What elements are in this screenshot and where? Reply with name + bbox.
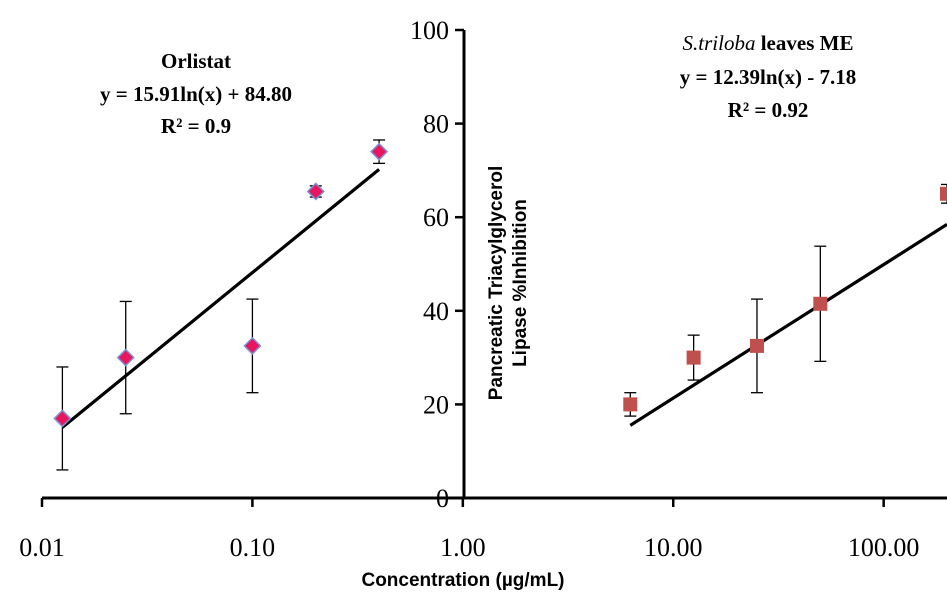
y-axis-title: Pancreatic Triacylglycerol Lipase %Inhib… — [486, 166, 531, 400]
data-point — [370, 142, 389, 161]
x-tick-label: 0.10 — [230, 533, 276, 562]
y-tick-label: 100 — [410, 16, 449, 45]
y-axis-title-line1: Pancreatic Triacylglycerol — [486, 166, 507, 400]
x-tick-label: 10.00 — [644, 533, 703, 562]
trendline — [629, 223, 947, 427]
x-tick-marks — [40, 498, 885, 507]
series-layer — [53, 139, 947, 471]
axes: 0.01 0.10 1.00 10.00 100.00 0 20 40 60 80 100 — [19, 16, 947, 562]
x-axis-title: Concentration (µg/mL) — [361, 570, 564, 591]
data-point — [623, 397, 638, 412]
data-point — [116, 348, 135, 367]
orlistat-series — [53, 139, 389, 471]
x-tick-label: 1.00 — [440, 533, 486, 562]
data-point — [306, 182, 325, 201]
y-tick-label: 20 — [423, 390, 449, 419]
y-tick-marks — [455, 28, 464, 500]
y-tick-label: 60 — [423, 203, 449, 232]
striloba-annotation-title: S.triloba leaves ME — [683, 31, 854, 55]
y-tick-labels: 0 20 40 60 80 100 — [410, 16, 449, 513]
x-tick-label: 0.01 — [19, 533, 65, 562]
x-tick-labels: 0.01 0.10 1.00 10.00 100.00 — [19, 533, 919, 562]
orlistat-annotation-equation: y = 15.91ln(x) + 84.80 — [100, 82, 292, 106]
orlistat-annotation-title: Orlistat — [161, 49, 231, 73]
striloba-annotation-equation: y = 12.39ln(x) - 7.18 — [680, 65, 856, 89]
orlistat-annotation-r2: R² = 0.9 — [161, 114, 231, 138]
y-tick-label: 40 — [423, 297, 449, 326]
trendline — [61, 168, 381, 429]
data-point — [686, 350, 701, 365]
y-tick-label: 80 — [423, 110, 449, 139]
data-point — [813, 296, 828, 311]
data-point — [940, 186, 947, 201]
striloba-series — [623, 183, 947, 427]
striloba-annotation-title-italic: S.triloba — [683, 31, 756, 55]
striloba-annotation: S.triloba leaves ME y = 12.39ln(x) - 7.1… — [680, 31, 856, 122]
data-point — [53, 409, 72, 428]
y-tick-label: 0 — [436, 484, 449, 513]
data-point — [749, 338, 764, 353]
striloba-annotation-r2: R² = 0.92 — [728, 98, 809, 122]
x-tick-label: 100.00 — [848, 533, 920, 562]
striloba-annotation-title-rest: leaves ME — [755, 31, 853, 55]
orlistat-annotation: Orlistat y = 15.91ln(x) + 84.80 R² = 0.9 — [100, 49, 292, 138]
data-point — [243, 336, 262, 355]
y-axis-title-line2: Lipase %Inhibition — [510, 199, 531, 367]
